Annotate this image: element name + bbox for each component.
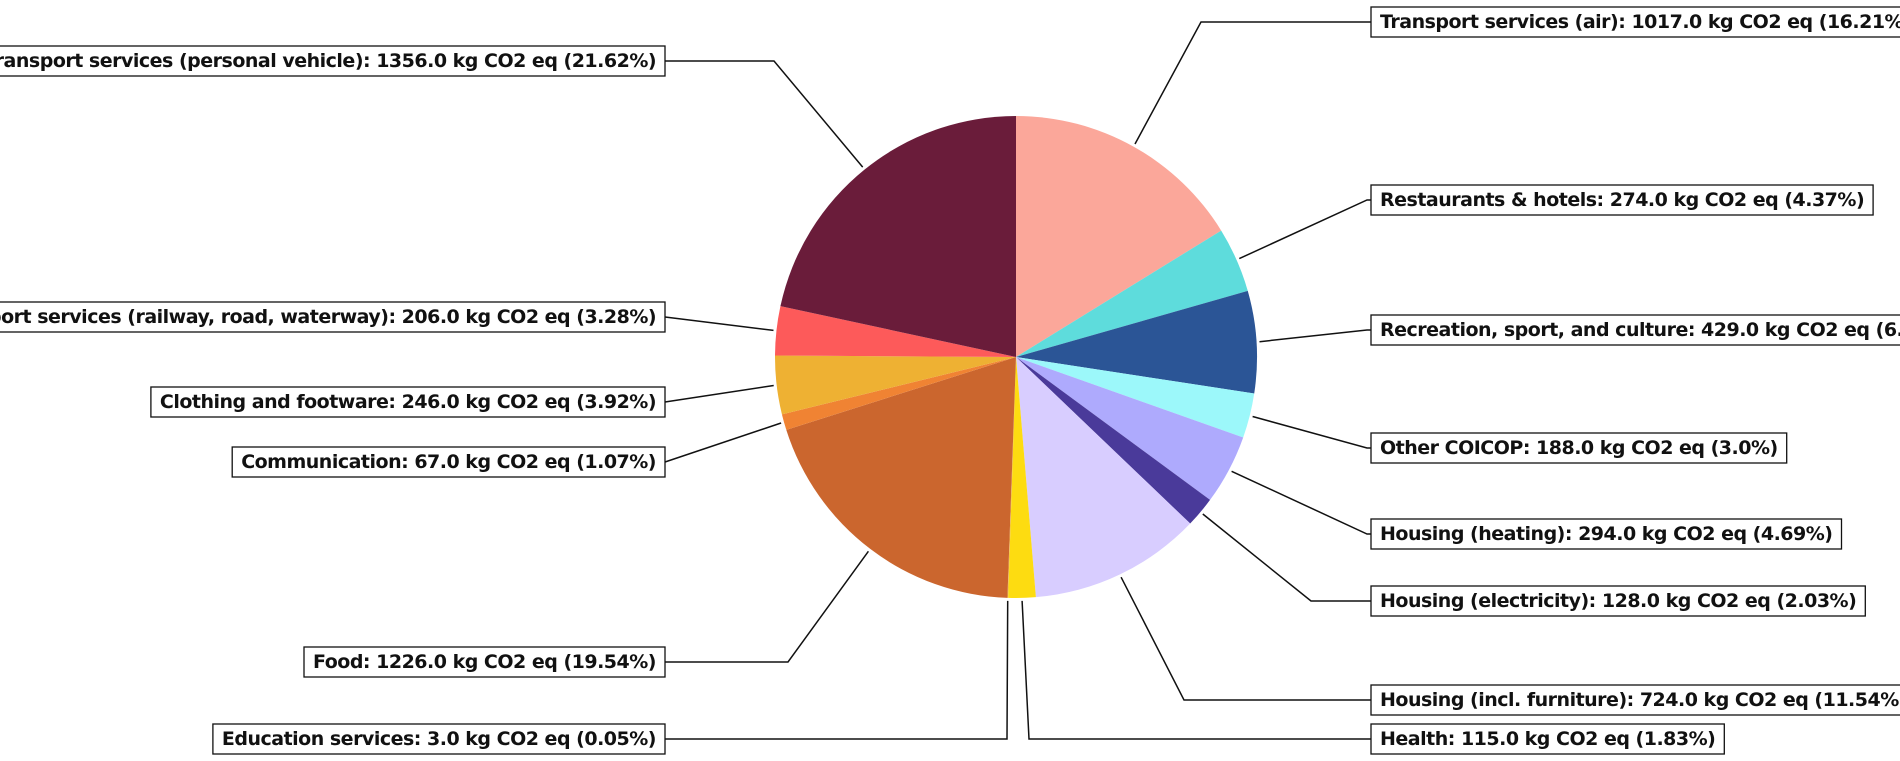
label-text: Communication: 67.0 kg CO2 eq (1.07%) bbox=[241, 451, 656, 473]
slice-label-transport-services-air: Transport services (air): 1017.0 kg CO2 … bbox=[1370, 6, 1900, 38]
slice-label-housing-heating: Housing (heating): 294.0 kg CO2 eq (4.69… bbox=[1370, 518, 1843, 550]
label-text: Clothing and footware: 246.0 kg CO2 eq (… bbox=[160, 391, 656, 413]
leader-line-housing-incl-furniture bbox=[1120, 576, 1371, 701]
leader-lines bbox=[664, 21, 1371, 740]
label-text: Housing (incl. furniture): 724.0 kg CO2 … bbox=[1380, 689, 1900, 711]
slice-label-recreation-sport-and-culture: Recreation, sport, and culture: 429.0 kg… bbox=[1370, 314, 1900, 346]
label-box bbox=[1370, 723, 1725, 755]
leader-line-food bbox=[665, 550, 870, 663]
label-text: Other COICOP: 188.0 kg CO2 eq (3.0%) bbox=[1380, 437, 1778, 459]
slice-label-housing-electricity: Housing (electricity): 128.0 kg CO2 eq (… bbox=[1370, 585, 1866, 617]
pie-slice-education-services bbox=[1007, 357, 1016, 598]
leader-line-education-services bbox=[665, 600, 1009, 740]
label-box bbox=[303, 646, 666, 678]
pie-slice-housing-incl-furniture bbox=[1016, 357, 1191, 598]
label-box bbox=[1370, 6, 1900, 38]
slice-label-clothing-and-footware: Clothing and footware: 246.0 kg CO2 eq (… bbox=[150, 386, 666, 418]
pie-slice-housing-electricity bbox=[1016, 357, 1211, 524]
pie-slice-food bbox=[786, 357, 1016, 598]
pie-slice-housing-heating bbox=[1016, 357, 1244, 500]
leader-line-clothing-and-footware bbox=[664, 384, 774, 403]
label-text: Housing (heating): 294.0 kg CO2 eq (4.69… bbox=[1380, 523, 1832, 545]
label-box bbox=[0, 301, 666, 333]
label-text: Transport services (railway, road, water… bbox=[0, 306, 656, 328]
label-box bbox=[1370, 432, 1788, 464]
slice-label-restaurants-hotels: Restaurants & hotels: 274.0 kg CO2 eq (4… bbox=[1370, 184, 1874, 216]
label-box bbox=[1370, 518, 1843, 550]
slice-labels: Transport services (air): 1017.0 kg CO2 … bbox=[0, 6, 1900, 755]
label-text: Housing (electricity): 128.0 kg CO2 eq (… bbox=[1380, 590, 1856, 612]
slice-label-other-coicop: Other COICOP: 188.0 kg CO2 eq (3.0%) bbox=[1370, 432, 1788, 464]
leader-line-recreation-sport-and-culture bbox=[1259, 329, 1371, 343]
label-box bbox=[0, 45, 666, 77]
label-box bbox=[1370, 684, 1900, 716]
pie-slices bbox=[774, 115, 1258, 598]
pie-slice-transport-services-air bbox=[1016, 115, 1222, 357]
slice-label-transport-services-railway-road-waterway: Transport services (railway, road, water… bbox=[0, 301, 666, 333]
label-box bbox=[212, 723, 666, 755]
slice-label-communication: Communication: 67.0 kg CO2 eq (1.07%) bbox=[231, 446, 666, 478]
leader-line-transport-services-personal-vehicle bbox=[665, 60, 864, 168]
leader-line-housing-heating bbox=[1231, 470, 1371, 535]
pie-slice-transport-services-railway-road-waterway bbox=[775, 306, 1016, 357]
slice-label-housing-incl-furniture: Housing (incl. furniture): 724.0 kg CO2 … bbox=[1370, 684, 1900, 716]
leader-line-restaurants-hotels bbox=[1238, 199, 1371, 260]
label-box bbox=[231, 446, 666, 478]
label-text: Food: 1226.0 kg CO2 eq (19.54%) bbox=[313, 651, 656, 673]
label-box bbox=[150, 386, 666, 418]
pie-slice-other-coicop bbox=[1016, 357, 1255, 438]
label-text: Transport services (personal vehicle): 1… bbox=[0, 50, 656, 72]
label-text: Transport services (air): 1017.0 kg CO2 … bbox=[1380, 11, 1900, 33]
leader-line-other-coicop bbox=[1252, 415, 1371, 449]
pie-slice-health bbox=[1008, 357, 1036, 598]
label-text: Restaurants & hotels: 274.0 kg CO2 eq (4… bbox=[1380, 189, 1864, 211]
label-box bbox=[1370, 314, 1900, 346]
slice-label-transport-services-personal-vehicle: Transport services (personal vehicle): 1… bbox=[0, 45, 666, 77]
leader-line-transport-services-air bbox=[1134, 21, 1371, 145]
label-text: Recreation, sport, and culture: 429.0 kg… bbox=[1380, 319, 1900, 341]
label-text: Education services: 3.0 kg CO2 eq (0.05%… bbox=[222, 728, 656, 750]
slice-label-health: Health: 115.0 kg CO2 eq (1.83%) bbox=[1370, 723, 1725, 755]
label-box bbox=[1370, 585, 1866, 617]
pie-slice-recreation-sport-and-culture bbox=[1016, 290, 1258, 394]
pie-slice-restaurants-hotels bbox=[1016, 230, 1248, 357]
leader-line-transport-services-railway-road-waterway bbox=[664, 316, 774, 332]
leader-line-housing-electricity bbox=[1202, 513, 1371, 602]
leader-line-communication bbox=[664, 422, 782, 463]
leader-line-health bbox=[1021, 600, 1371, 740]
label-text: Health: 115.0 kg CO2 eq (1.83%) bbox=[1380, 728, 1715, 750]
pie-slice-communication bbox=[781, 357, 1016, 430]
label-box bbox=[1370, 184, 1874, 216]
slice-label-education-services: Education services: 3.0 kg CO2 eq (0.05%… bbox=[212, 723, 666, 755]
pie-slice-transport-services-personal-vehicle bbox=[780, 116, 1016, 357]
pie-slice-clothing-and-footware bbox=[774, 355, 1016, 415]
slice-label-food: Food: 1226.0 kg CO2 eq (19.54%) bbox=[303, 646, 666, 678]
